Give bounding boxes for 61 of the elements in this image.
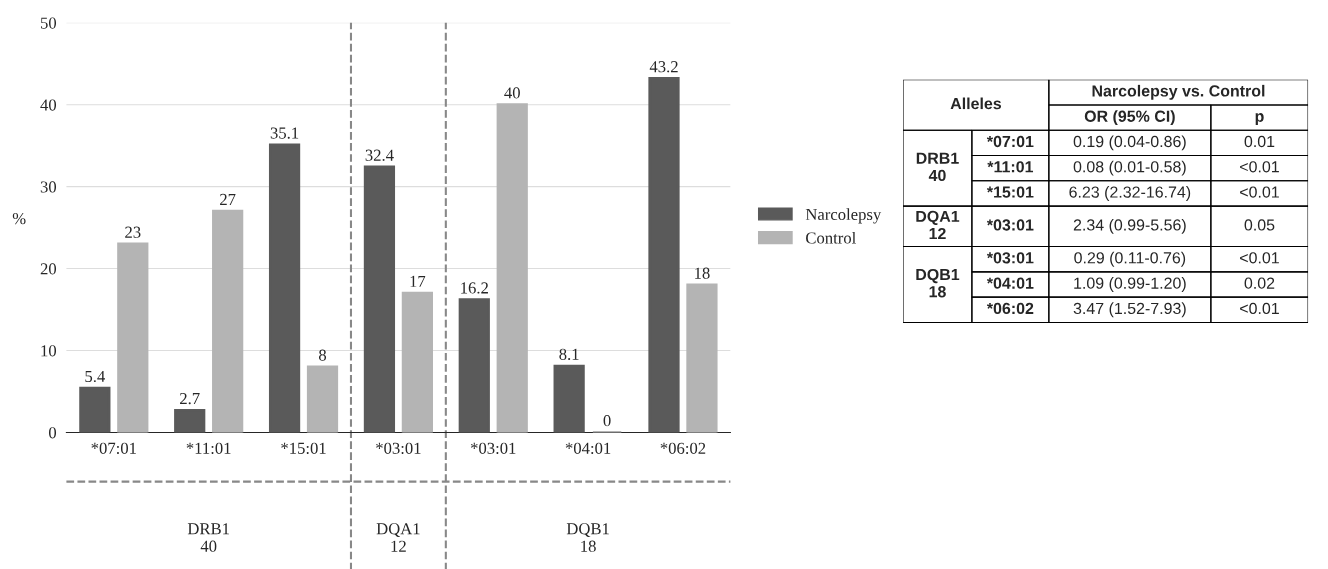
data-label: 0 <box>603 415 611 427</box>
text: Narcolepsy vs. Control <box>1092 84 1265 100</box>
text: Alleles <box>950 97 1002 110</box>
text: 1.09 (0.99-1.20) <box>1074 277 1186 292</box>
x-tick-label: *11:01 <box>186 442 231 454</box>
y-tick-label: 40 <box>40 99 57 111</box>
data-label: 35.1 <box>270 127 299 139</box>
legend-label: Narcolepsy <box>805 208 882 224</box>
data-label: 27 <box>220 193 236 205</box>
text: 3.47 (1.52-7.93) <box>1073 302 1186 318</box>
text: <0.01 <box>1240 161 1279 173</box>
data-label: 17 <box>410 275 426 287</box>
text: 0.08 (0.01-0.58) <box>1073 160 1186 176</box>
text: <0.01 <box>1240 302 1279 315</box>
text: *11:01 <box>987 161 1034 173</box>
text: DQA1 12 <box>376 523 420 552</box>
text: p <box>1255 113 1264 126</box>
data-label: 40 <box>504 87 520 99</box>
x-tick-label: *03:01 <box>470 442 516 454</box>
text: DRB1 40 <box>916 152 959 182</box>
text: 0.19 (0.04-0.86) <box>1073 135 1186 151</box>
text: DRB1 40 <box>187 523 229 552</box>
x-tick-label: *15:01 <box>281 442 326 454</box>
text: DQB1 18 <box>916 268 960 298</box>
text: *03:01 <box>986 219 1034 231</box>
data-label: 8.1 <box>559 348 579 360</box>
text: DQB1 18 <box>566 523 609 552</box>
y-tick-label: 10 <box>41 345 57 357</box>
text: *15:01 <box>986 186 1034 198</box>
y-tick-label: 30 <box>40 181 57 193</box>
text: <0.01 <box>1240 186 1279 198</box>
y-tick-label: 50 <box>40 17 57 29</box>
text: 0.01 <box>1244 135 1275 148</box>
text: DQA1 12 <box>916 210 960 240</box>
text: *03:01 <box>986 252 1034 264</box>
y-tick-label: 20 <box>40 263 57 275</box>
legend-label: Control <box>806 231 856 244</box>
text: 0.02 <box>1244 277 1275 289</box>
x-tick-label: *04:01 <box>565 442 611 454</box>
x-tick-label: *06:02 <box>660 442 706 454</box>
text: 0.05 <box>1244 219 1275 231</box>
data-label: 16.2 <box>461 282 488 294</box>
text: <0.01 <box>1240 252 1279 264</box>
x-tick-label: *03:01 <box>376 442 421 454</box>
data-label: 2.7 <box>180 392 200 405</box>
text: *04:01 <box>986 277 1034 289</box>
text: OR (95% CI) <box>1084 110 1175 126</box>
data-label: 8 <box>318 349 327 361</box>
data-label: 23 <box>125 226 141 238</box>
data-label: 5.4 <box>85 370 106 383</box>
data-label: 43.2 <box>649 61 678 73</box>
y-tick-label: 0 <box>48 427 57 439</box>
text: 2.34 (0.99-5.56) <box>1073 218 1186 234</box>
text: *06:02 <box>986 302 1034 315</box>
data-label: 32.4 <box>365 149 394 161</box>
x-tick-label: *07:01 <box>91 442 136 454</box>
y-axis-title: % <box>12 212 26 225</box>
text: 0.29 (0.11-0.76) <box>1074 251 1186 267</box>
data-label: 18 <box>695 267 710 279</box>
text: *07:01 <box>986 135 1034 148</box>
text: 6.23 (2.32-16.74) <box>1069 186 1191 201</box>
